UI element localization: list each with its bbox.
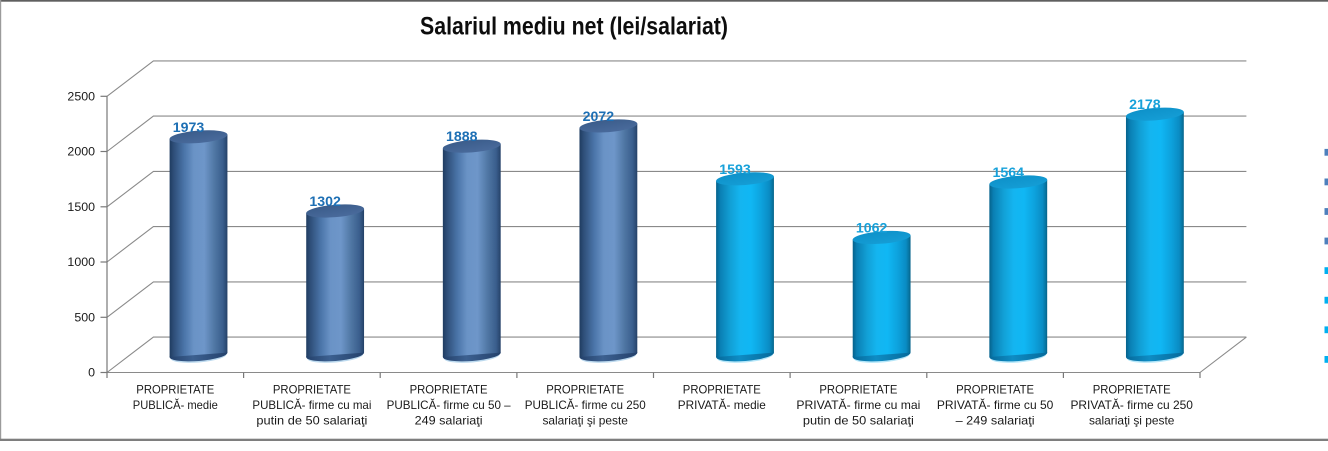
svg-text:– 249 salariaţi: – 249 salariaţi bbox=[956, 414, 1035, 428]
svg-text:PROPRIETATE: PROPRIETATE bbox=[546, 382, 624, 396]
svg-text:salariaţi şi peste: salariaţi şi peste bbox=[1089, 414, 1175, 428]
svg-text:0: 0 bbox=[88, 366, 95, 380]
svg-text:500: 500 bbox=[74, 311, 95, 325]
svg-text:1888: 1888 bbox=[446, 129, 478, 144]
svg-text:putin de 50 salariaţi: putin de 50 salariaţi bbox=[803, 414, 914, 428]
svg-text:PROPRIETATE: PROPRIETATE bbox=[273, 382, 351, 396]
svg-text:PRIVATĂ- firme cu mai: PRIVATĂ- firme cu mai bbox=[796, 397, 920, 412]
svg-text:PROPRIETATE: PROPRIETATE bbox=[1093, 382, 1171, 396]
svg-text:PROPRIETATE: PROPRIETATE bbox=[136, 382, 214, 396]
svg-text:1593: 1593 bbox=[719, 162, 751, 177]
svg-text:PRIVATĂ- firme cu 50: PRIVATĂ- firme cu 50 bbox=[937, 397, 1054, 412]
svg-text:PRIVATĂ- firme cu 250: PRIVATĂ- firme cu 250 bbox=[1070, 397, 1193, 412]
svg-text:1000: 1000 bbox=[67, 255, 95, 269]
svg-text:2178: 2178 bbox=[1129, 97, 1161, 112]
svg-text:PUBLICĂ- firme cu 50 –: PUBLICĂ- firme cu 50 – bbox=[387, 397, 511, 412]
svg-text:249 salariaţi: 249 salariaţi bbox=[415, 414, 483, 428]
svg-text:PUBLICĂ- medie: PUBLICĂ- medie bbox=[133, 397, 218, 412]
svg-text:1973: 1973 bbox=[173, 120, 205, 135]
svg-text:2072: 2072 bbox=[583, 109, 615, 124]
svg-text:PRIVATĂ- medie: PRIVATĂ- medie bbox=[678, 397, 766, 412]
svg-text:PROPRIETATE: PROPRIETATE bbox=[819, 382, 897, 396]
svg-text:1062: 1062 bbox=[856, 221, 888, 236]
svg-text:1302: 1302 bbox=[309, 194, 341, 209]
svg-text:PUBLICĂ- firme cu mai: PUBLICĂ- firme cu mai bbox=[252, 397, 371, 412]
svg-text:PROPRIETATE: PROPRIETATE bbox=[410, 382, 488, 396]
svg-text:PROPRIETATE: PROPRIETATE bbox=[683, 382, 761, 396]
svg-text:putin de 50 salariaţi: putin de 50 salariaţi bbox=[256, 414, 367, 428]
svg-text:2500: 2500 bbox=[67, 90, 95, 104]
svg-text:1500: 1500 bbox=[67, 200, 95, 214]
svg-text:Salariul mediu net (lei/salari: Salariul mediu net (lei/salariat) bbox=[420, 13, 728, 41]
svg-text:2000: 2000 bbox=[67, 145, 95, 159]
svg-text:PUBLICĂ- firme cu 250: PUBLICĂ- firme cu 250 bbox=[525, 397, 646, 412]
svg-text:PROPRIETATE: PROPRIETATE bbox=[956, 382, 1034, 396]
svg-text:salariaţi şi peste: salariaţi şi peste bbox=[542, 414, 628, 428]
svg-text:1564: 1564 bbox=[993, 165, 1025, 180]
